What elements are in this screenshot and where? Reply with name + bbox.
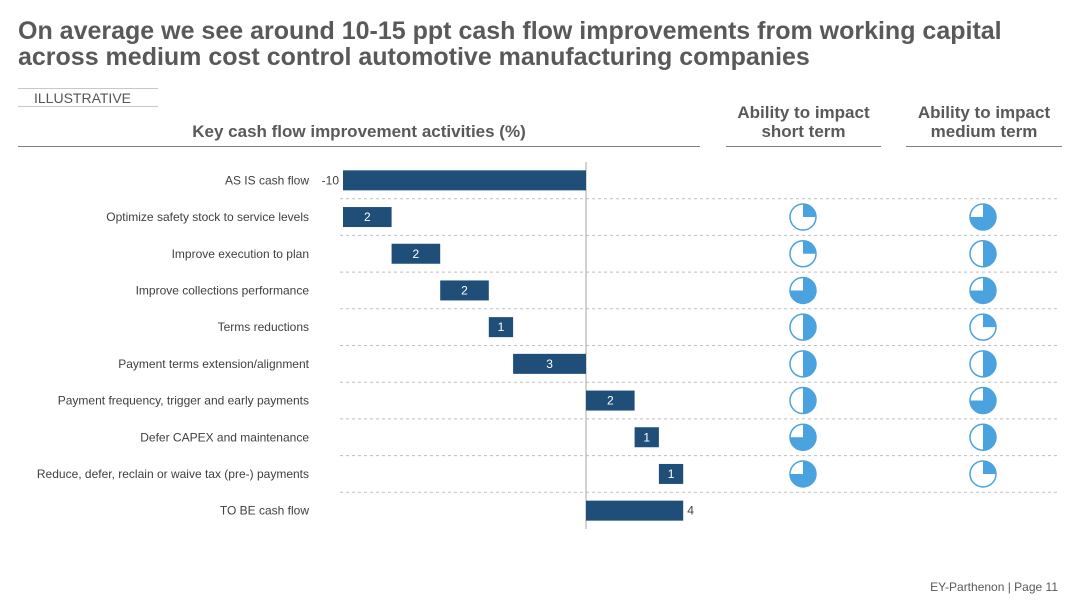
delta-bar: [658, 463, 684, 484]
category-label: AS IS cash flow: [225, 173, 309, 187]
delta-bar: [488, 317, 514, 338]
category-label: Payment terms extension/alignment: [118, 357, 309, 371]
medium-term-harvey-ball: [969, 276, 997, 305]
short-term-harvey-ball: [789, 276, 817, 305]
short-term-harvey-ball: [789, 313, 817, 341]
short-term-harvey-ball: [789, 240, 817, 268]
medium-term-harvey-ball: [969, 240, 997, 268]
value-label: 3: [546, 357, 553, 371]
footer: EY-Parthenon | Page 11: [930, 580, 1058, 594]
medium-term-harvey-ball: [969, 313, 997, 341]
value-label: 4: [687, 504, 694, 518]
category-label: Payment frequency, trigger and early pay…: [58, 394, 309, 408]
value-label: 1: [498, 320, 505, 334]
category-label: Defer CAPEX and maintenance: [140, 430, 309, 444]
delta-bar: [586, 390, 635, 411]
category-label: Improve execution to plan: [172, 247, 309, 261]
delta-bar: [513, 353, 586, 374]
chart-header-rule: [18, 146, 700, 147]
short-term-harvey-ball: [789, 423, 817, 451]
category-label: Terms reductions: [218, 320, 309, 334]
total-bar: [586, 500, 684, 521]
category-label: Reduce, defer, reclain or waive tax (pre…: [37, 467, 309, 481]
short-term-harvey-ball: [789, 386, 817, 415]
value-label: -10: [322, 173, 340, 187]
value-label: 2: [607, 394, 614, 408]
value-label: 1: [668, 467, 675, 481]
chart-header: Key cash flow improvement activities (%): [192, 122, 526, 141]
medium-term-harvey-ball: [969, 350, 997, 378]
medium-term-harvey-ball: [969, 386, 997, 415]
delta-bar: [391, 243, 441, 264]
value-label: 2: [364, 210, 371, 224]
value-label: 2: [413, 247, 420, 261]
medium-term-header-rule: [906, 146, 1062, 147]
medium-term-harvey-ball: [969, 203, 997, 231]
medium-term-harvey-ball: [969, 460, 997, 488]
illustrative-tag: ILLUSTRATIVE: [18, 88, 158, 107]
category-label: TO BE cash flow: [220, 504, 309, 518]
short-term-harvey-ball: [789, 460, 817, 488]
delta-bar: [634, 427, 659, 448]
short-term-harvey-ball: [789, 203, 817, 231]
short-term-header: Ability to impact short term: [737, 103, 870, 141]
page-title: On average we see around 10-15 ppt cash …: [18, 17, 1002, 71]
total-bar: [343, 170, 586, 191]
medium-term-header: Ability to impact medium term: [917, 103, 1051, 141]
value-label: 2: [461, 283, 468, 297]
short-term-harvey-ball: [789, 350, 817, 378]
short-term-header-rule: [726, 146, 881, 147]
delta-bar: [343, 207, 392, 228]
category-label: Improve collections performance: [136, 283, 310, 297]
medium-term-harvey-ball: [969, 423, 997, 451]
value-label: 1: [643, 430, 650, 444]
category-label: Optimize safety stock to service levels: [106, 210, 309, 224]
delta-bar: [440, 280, 489, 301]
